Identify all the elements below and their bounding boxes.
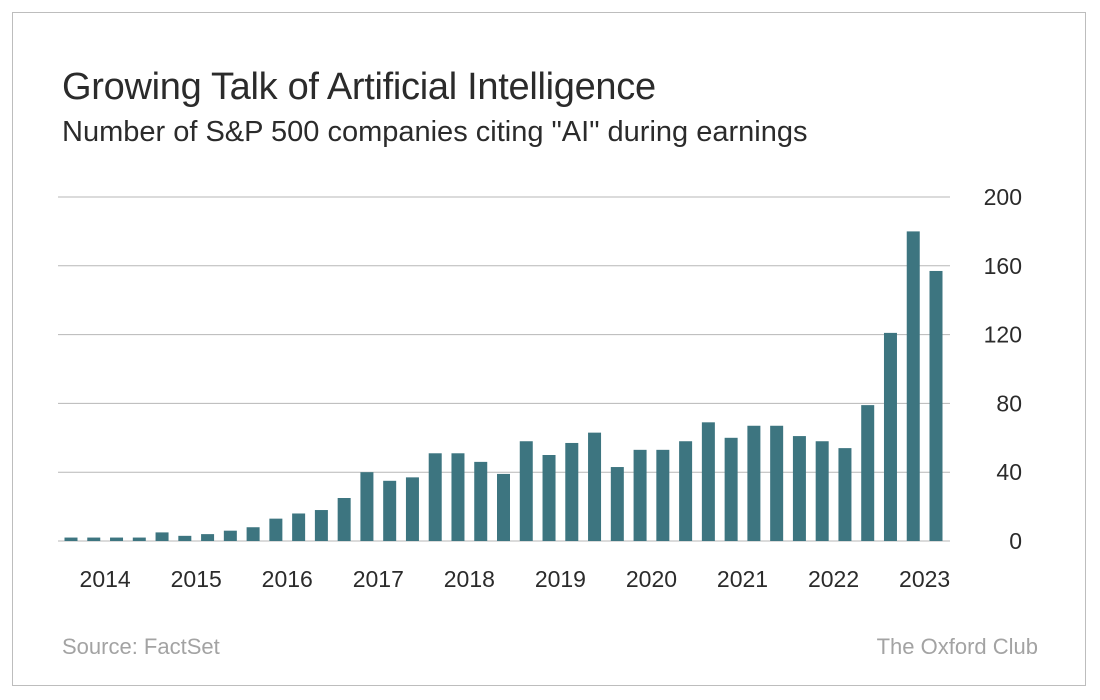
bar-2014-q4 [132, 537, 146, 541]
bar-2018-q1 [428, 453, 442, 541]
bar-2016-q1 [246, 527, 260, 541]
bar-2021-q2 [724, 437, 738, 541]
x-tick-label: 2014 [80, 566, 131, 592]
bar-2014-q3 [110, 537, 124, 541]
bar-2016-q4 [314, 510, 328, 541]
bar-2020-q4 [679, 441, 693, 541]
bar-2020-q3 [656, 449, 670, 541]
bar-2021-q3 [747, 425, 761, 541]
y-tick-label: 120 [984, 322, 1022, 348]
bar-2017-q3 [383, 480, 397, 541]
bar-2022-q1 [792, 436, 806, 541]
x-tick-label: 2016 [262, 566, 313, 592]
bar-2021-q1 [701, 422, 715, 541]
bar-2014-q1 [64, 537, 78, 541]
x-tick-label: 2020 [626, 566, 677, 592]
x-tick-label: 2017 [353, 566, 404, 592]
bar-2022-q3 [838, 448, 852, 541]
chart-subtitle: Number of S&P 500 companies citing "AI" … [62, 116, 808, 148]
bar-2023-q3 [929, 270, 943, 541]
x-tick-label: 2018 [444, 566, 495, 592]
y-tick-label: 0 [1009, 528, 1022, 554]
bar-2019-q2 [542, 455, 556, 541]
x-axis-ticks: 2014 2015 2016 2017 2018 2019 2020 2021 2022 2023 [80, 566, 951, 592]
bar-2016-q2 [269, 518, 283, 541]
bar-2014-q2 [87, 537, 101, 541]
bar-2015-q2 [178, 535, 192, 541]
y-tick-label: 160 [984, 253, 1022, 279]
bar-2022-q2 [815, 441, 829, 541]
bar-2019-q3 [565, 442, 579, 541]
bar-2019-q4 [588, 432, 602, 541]
chart-title: Growing Talk of Artificial Intelligence [62, 66, 656, 108]
bar-2019-q1 [519, 441, 533, 541]
x-tick-label: 2023 [899, 566, 950, 592]
brand-name: The Oxford Club [876, 634, 1038, 659]
bar-2017-q2 [360, 472, 374, 541]
bars [64, 231, 943, 541]
bar-2015-q3 [201, 534, 215, 541]
bar-2017-q1 [337, 498, 351, 541]
y-tick-label: 80 [996, 390, 1022, 416]
bar-2016-q3 [292, 513, 306, 541]
bar-2018-q3 [474, 461, 488, 541]
bar-2017-q4 [405, 477, 419, 541]
bar-2018-q4 [497, 473, 510, 541]
x-tick-label: 2021 [717, 566, 768, 592]
bar-2022-q4 [861, 405, 875, 541]
bar-2020-q1 [610, 467, 624, 541]
x-tick-label: 2019 [535, 566, 586, 592]
source-note: Source: FactSet [62, 634, 220, 659]
bar-2023-q1 [883, 332, 897, 541]
x-tick-label: 2022 [808, 566, 859, 592]
y-tick-label: 40 [996, 459, 1022, 485]
bar-2021-q4 [770, 425, 784, 541]
bar-2023-q2 [906, 231, 920, 541]
bar-2015-q1 [155, 532, 169, 541]
bar-2015-q4 [223, 530, 237, 541]
x-tick-label: 2015 [171, 566, 222, 592]
bar-2020-q2 [633, 449, 647, 541]
y-tick-label: 200 [984, 184, 1022, 210]
bar-2018-q2 [451, 453, 465, 541]
y-axis-ticks: 0 40 80 120 160 200 [984, 184, 1022, 554]
